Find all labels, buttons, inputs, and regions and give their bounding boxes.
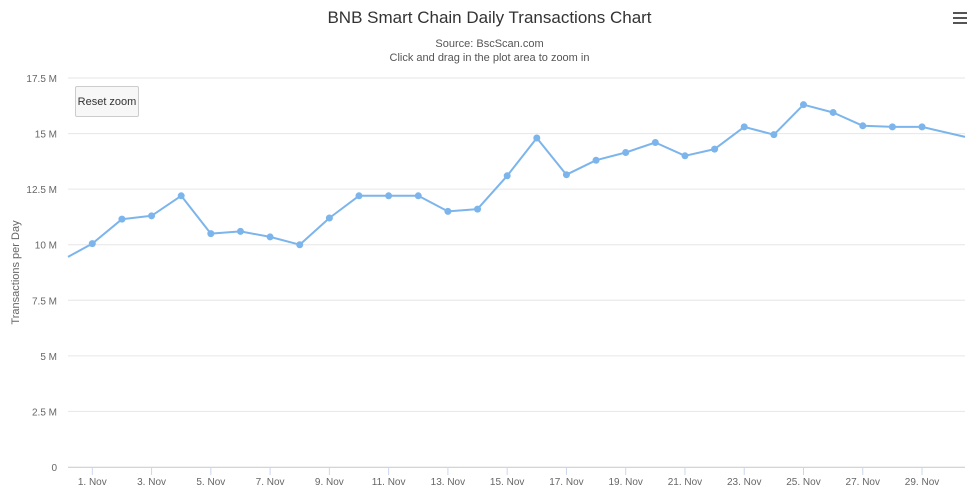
data-point [207, 230, 215, 238]
data-point [711, 145, 719, 153]
data-point [296, 241, 304, 249]
data-point [681, 152, 689, 160]
data-point [88, 240, 96, 248]
data-point [651, 138, 659, 146]
y-axis-title: Transactions per Day [10, 220, 22, 325]
data-point [355, 192, 363, 200]
x-tick-label: 19. Nov [608, 477, 642, 488]
data-point [503, 172, 511, 180]
x-tick-label: 17. Nov [549, 477, 583, 488]
data-point [770, 131, 778, 139]
x-tick-label: 29. Nov [905, 477, 939, 488]
data-point [444, 207, 452, 215]
y-tick-label: 7.5 M [32, 296, 57, 307]
data-point [859, 122, 867, 130]
y-tick-label: 5 M [40, 352, 57, 363]
y-tick-label: 0 [51, 463, 57, 474]
data-point [148, 212, 156, 220]
x-tick-label: 5. Nov [196, 477, 225, 488]
y-tick-label: 17.5 M [26, 74, 57, 85]
data-point [562, 171, 570, 179]
data-point [888, 123, 896, 131]
x-tick-label: 11. Nov [372, 477, 406, 488]
hamburger-menu-icon[interactable] [953, 12, 967, 26]
x-tick-label: 3. Nov [137, 477, 166, 488]
x-tick-label: 27. Nov [846, 477, 880, 488]
data-point [236, 227, 244, 235]
data-point [533, 134, 541, 142]
data-point [829, 108, 837, 116]
data-point [414, 192, 422, 200]
chart-title: BNB Smart Chain Daily Transactions Chart [327, 8, 652, 27]
chart-subtitle-source: Source: BscScan.com [435, 38, 544, 50]
series-line [67, 103, 966, 258]
y-tick-label: 12.5 M [26, 185, 57, 196]
y-tick-label: 15 M [35, 130, 57, 141]
data-point [740, 123, 748, 131]
x-tick-label: 13. Nov [431, 477, 465, 488]
x-tick-label: 15. Nov [490, 477, 524, 488]
x-tick-label: 9. Nov [315, 477, 344, 488]
data-point [266, 233, 274, 241]
data-point [918, 123, 926, 131]
data-point [118, 215, 126, 223]
x-tick-label: 7. Nov [256, 477, 285, 488]
x-tick-label: 25. Nov [786, 477, 820, 488]
data-point [622, 148, 630, 156]
x-tick-label: 21. Nov [668, 477, 702, 488]
reset-zoom-button[interactable]: Reset zoom [75, 86, 139, 117]
chart-subtitle-zoom-hint: Click and drag in the plot area to zoom … [389, 52, 590, 64]
data-point [177, 192, 185, 200]
x-tick-label: 23. Nov [727, 477, 761, 488]
x-tick-label: 1. Nov [78, 477, 107, 488]
y-tick-label: 10 M [35, 241, 57, 252]
y-tick-label: 2.5 M [32, 407, 57, 418]
data-point [474, 205, 482, 213]
data-point [799, 101, 807, 109]
data-point [325, 214, 333, 222]
data-point [385, 192, 393, 200]
data-point [592, 156, 600, 164]
